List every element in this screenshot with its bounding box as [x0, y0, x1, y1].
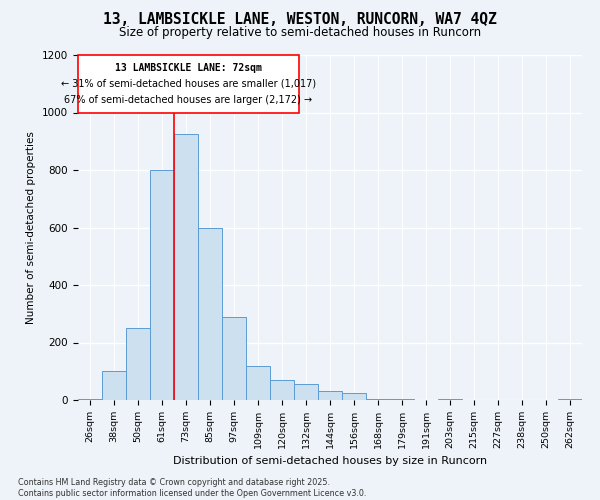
Bar	[102, 371, 126, 400]
Bar	[270, 380, 294, 400]
Text: 67% of semi-detached houses are larger (2,172) →: 67% of semi-detached houses are larger (…	[64, 95, 313, 105]
Bar	[126, 328, 150, 400]
Y-axis label: Number of semi-detached properties: Number of semi-detached properties	[26, 131, 37, 324]
Bar	[294, 384, 318, 400]
Text: 13, LAMBSICKLE LANE, WESTON, RUNCORN, WA7 4QZ: 13, LAMBSICKLE LANE, WESTON, RUNCORN, WA…	[103, 12, 497, 28]
Text: 13 LAMBSICKLE LANE: 72sqm: 13 LAMBSICKLE LANE: 72sqm	[115, 62, 262, 72]
Bar	[222, 316, 246, 400]
Bar	[318, 392, 342, 400]
Bar	[342, 393, 366, 400]
Bar	[366, 398, 390, 400]
Bar	[198, 228, 222, 400]
X-axis label: Distribution of semi-detached houses by size in Runcorn: Distribution of semi-detached houses by …	[173, 456, 487, 466]
Bar	[246, 366, 270, 400]
Bar	[438, 398, 462, 400]
Text: ← 31% of semi-detached houses are smaller (1,017): ← 31% of semi-detached houses are smalle…	[61, 78, 316, 89]
FancyBboxPatch shape	[78, 55, 299, 112]
Bar	[150, 170, 174, 400]
Bar	[174, 134, 198, 400]
Bar	[390, 398, 414, 400]
Bar	[78, 398, 102, 400]
Text: Contains HM Land Registry data © Crown copyright and database right 2025.
Contai: Contains HM Land Registry data © Crown c…	[18, 478, 367, 498]
Bar	[558, 398, 582, 400]
Text: Size of property relative to semi-detached houses in Runcorn: Size of property relative to semi-detach…	[119, 26, 481, 39]
